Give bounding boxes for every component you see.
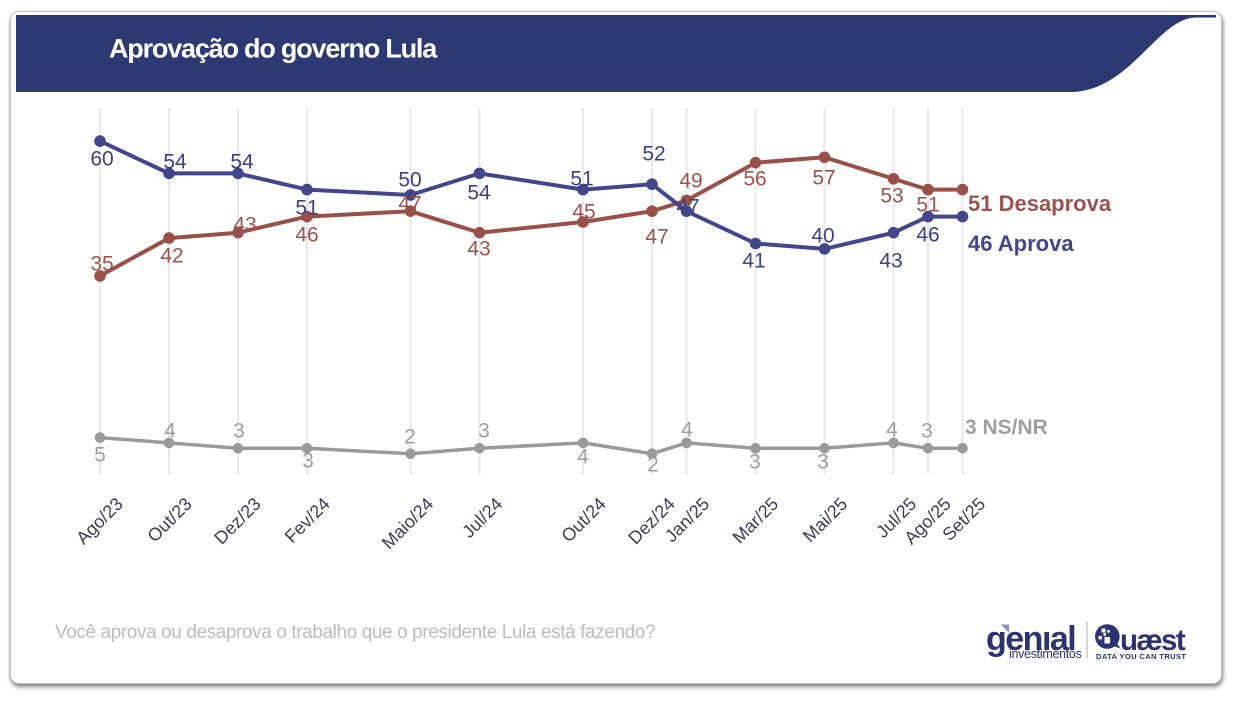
- svg-text:Dez/23: Dez/23: [210, 494, 264, 548]
- svg-text:3: 3: [921, 420, 933, 443]
- svg-text:54: 54: [467, 182, 491, 205]
- svg-text:46 Aprova: 46 Aprova: [968, 231, 1074, 256]
- svg-text:54: 54: [230, 151, 254, 174]
- svg-text:4: 4: [577, 446, 589, 469]
- svg-text:Você aprova ou desaprova o tra: Você aprova ou desaprova o trabalho que …: [55, 622, 655, 643]
- svg-text:Mar/25: Mar/25: [729, 494, 783, 548]
- svg-text:43: 43: [467, 238, 490, 261]
- svg-text:47: 47: [645, 226, 668, 249]
- svg-text:3: 3: [817, 451, 829, 474]
- svg-text:60: 60: [90, 148, 113, 171]
- svg-text:genıal: genıal: [986, 620, 1075, 658]
- svg-text:51: 51: [570, 168, 593, 191]
- svg-text:46: 46: [916, 224, 939, 247]
- svg-text:2: 2: [404, 426, 416, 449]
- svg-text:41: 41: [742, 250, 765, 273]
- svg-text:54: 54: [163, 151, 187, 174]
- svg-text:3: 3: [478, 420, 490, 443]
- svg-text:3: 3: [302, 450, 314, 473]
- svg-text:51 Desaprova: 51 Desaprova: [968, 191, 1112, 216]
- svg-text:Ago/23: Ago/23: [72, 494, 126, 548]
- svg-text:5: 5: [94, 444, 106, 467]
- svg-text:40: 40: [811, 225, 834, 248]
- svg-text:53: 53: [880, 185, 903, 208]
- svg-text:51: 51: [916, 194, 939, 217]
- svg-text:51: 51: [295, 197, 318, 220]
- svg-text:3: 3: [749, 451, 761, 474]
- svg-text:Jul/24: Jul/24: [458, 494, 506, 542]
- svg-text:Aprovação do governo Lula: Aprovação do governo Lula: [109, 34, 438, 64]
- svg-text:43: 43: [233, 214, 256, 237]
- svg-text:43: 43: [879, 250, 902, 273]
- svg-text:2: 2: [647, 454, 659, 477]
- svg-text:47: 47: [676, 196, 699, 219]
- svg-text:49: 49: [679, 170, 702, 193]
- svg-text:3 NS/NR: 3 NS/NR: [965, 416, 1048, 439]
- svg-text:42: 42: [160, 245, 183, 268]
- svg-text:50: 50: [398, 169, 421, 192]
- svg-text:Mai/25: Mai/25: [799, 494, 851, 546]
- svg-text:DATA YOU CAN TRUST: DATA YOU CAN TRUST: [1096, 652, 1186, 661]
- svg-text:57: 57: [812, 167, 835, 190]
- svg-text:35: 35: [90, 253, 113, 276]
- svg-text:45: 45: [572, 201, 595, 224]
- svg-text:Fev/24: Fev/24: [281, 494, 334, 547]
- svg-text:Out/23: Out/23: [143, 494, 195, 546]
- svg-text:4: 4: [164, 420, 176, 443]
- svg-text:Out/24: Out/24: [557, 494, 609, 546]
- svg-text:52: 52: [642, 143, 665, 166]
- svg-text:56: 56: [743, 168, 766, 191]
- svg-text:uæst: uæst: [1120, 624, 1186, 657]
- svg-text:47: 47: [398, 193, 421, 216]
- svg-text:investimentos: investimentos: [1009, 647, 1082, 661]
- svg-text:4: 4: [681, 419, 693, 442]
- svg-text:Maio/24: Maio/24: [378, 494, 437, 553]
- svg-text:46: 46: [295, 224, 318, 247]
- svg-text:4: 4: [886, 419, 898, 442]
- svg-text:3: 3: [233, 420, 245, 443]
